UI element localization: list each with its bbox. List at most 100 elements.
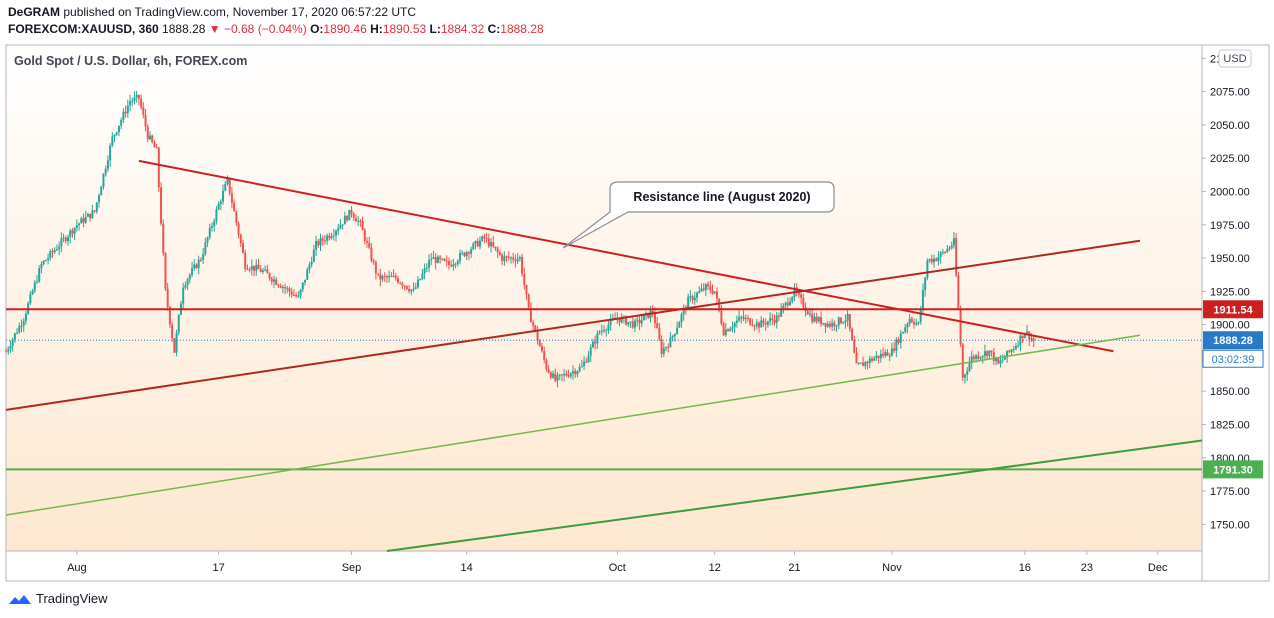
candle-body (18, 325, 21, 333)
candle-body (791, 296, 794, 302)
candle-body (399, 282, 402, 284)
tradingview-brand: TradingView (36, 591, 108, 606)
candle-body (904, 327, 907, 332)
candle-body (1026, 331, 1029, 334)
candle-body (197, 259, 200, 269)
candle-body (518, 257, 521, 259)
candle-body (580, 366, 583, 368)
candle-body (563, 373, 566, 376)
candle-body (129, 101, 132, 106)
candle-body (952, 238, 955, 246)
candle-body (758, 322, 761, 328)
candle-body (851, 328, 854, 341)
x-tick-label: 17 (212, 562, 224, 574)
candle-body (253, 265, 256, 271)
candle-body (882, 353, 885, 356)
candle-body (762, 320, 765, 324)
trendline[interactable] (386, 439, 1203, 552)
candle-body (199, 259, 202, 261)
candle-body (379, 274, 382, 280)
candle-body (230, 193, 233, 204)
candle-body (408, 288, 411, 292)
candle-body (755, 322, 758, 327)
x-tick-label: 16 (1019, 562, 1031, 574)
candle-body (368, 242, 371, 248)
candle-body (403, 285, 406, 287)
candle-body (802, 297, 805, 308)
candle-body (255, 264, 258, 271)
candle-body (370, 247, 373, 261)
y-tick-label: 1825.00 (1210, 420, 1250, 432)
chart-frame (5, 44, 1270, 582)
candle-body (310, 261, 313, 265)
candle-body (195, 264, 198, 269)
candle-body (689, 296, 692, 298)
candle-body (746, 318, 749, 320)
candle-body (436, 256, 439, 263)
candle-body (483, 236, 486, 239)
candle-body (135, 95, 138, 98)
price-axis[interactable]: 1750.001775.001800.001825.001850.001875.… (1202, 53, 1250, 531)
candle-body (884, 352, 887, 356)
candle-body (848, 314, 851, 329)
candle-body (600, 330, 603, 332)
candle-body (430, 258, 433, 261)
candle-body (682, 308, 685, 315)
candle-body (401, 283, 404, 286)
publisher-name[interactable]: DeGRAM (8, 5, 61, 19)
candle-body (933, 258, 936, 263)
candle-body (428, 260, 431, 268)
candle-body (583, 361, 586, 367)
symbol-label: FOREXCOM:XAUUSD, 360 (8, 22, 159, 36)
candle-body (964, 374, 967, 378)
candle-body (1003, 357, 1006, 360)
resistance-callout[interactable]: Resistance line (August 2020) (562, 181, 835, 249)
candle-body (631, 321, 634, 328)
candle-body (241, 243, 244, 253)
candle-body (921, 290, 924, 310)
level-price-tag-bg (1203, 460, 1263, 479)
time-axis[interactable]: Aug 17 Sep 14 Oct 12 21 Nov 16 23 Dec (67, 551, 1168, 574)
candle-body (764, 323, 767, 325)
candle-body (707, 284, 710, 287)
candle-body (142, 107, 145, 115)
candle-body (357, 220, 360, 222)
candle-body (182, 287, 185, 304)
candle-body (629, 321, 632, 323)
candle-body (213, 221, 216, 227)
candle-body (137, 95, 140, 99)
trendline[interactable] (5, 334, 1141, 516)
y-tick-label: 1975.00 (1210, 220, 1250, 232)
candle-body (638, 319, 641, 324)
candle-body (60, 238, 63, 247)
candle-body (917, 322, 920, 324)
candle-body (607, 324, 610, 331)
candle-body (352, 213, 355, 218)
candle-body (113, 134, 116, 137)
candle-body (899, 333, 902, 343)
candle-body (233, 203, 236, 212)
candle-body (815, 316, 818, 322)
candle-body (111, 136, 114, 146)
trendline[interactable] (5, 239, 1141, 411)
candle-body (888, 355, 891, 357)
candle-body (713, 291, 716, 294)
candle-body (667, 347, 670, 349)
candle-body (266, 269, 269, 274)
candle-body (720, 310, 723, 324)
candle-body (941, 251, 944, 253)
candle-body (1001, 359, 1004, 361)
candle-body (1032, 338, 1035, 341)
candle-body (527, 294, 530, 308)
y-tick-label: 2025.00 (1210, 153, 1250, 165)
candle-body (124, 111, 127, 114)
tradingview-footer[interactable]: TradingView (8, 591, 108, 606)
trendline[interactable] (138, 159, 1114, 353)
currency-badge[interactable]: USD (1218, 49, 1252, 68)
candle-body (585, 361, 588, 363)
candle-body (820, 317, 823, 325)
candle-body (144, 114, 147, 127)
price-change: ▼ −0.68 (−0.04%) (208, 22, 307, 36)
candle-body (416, 279, 419, 288)
